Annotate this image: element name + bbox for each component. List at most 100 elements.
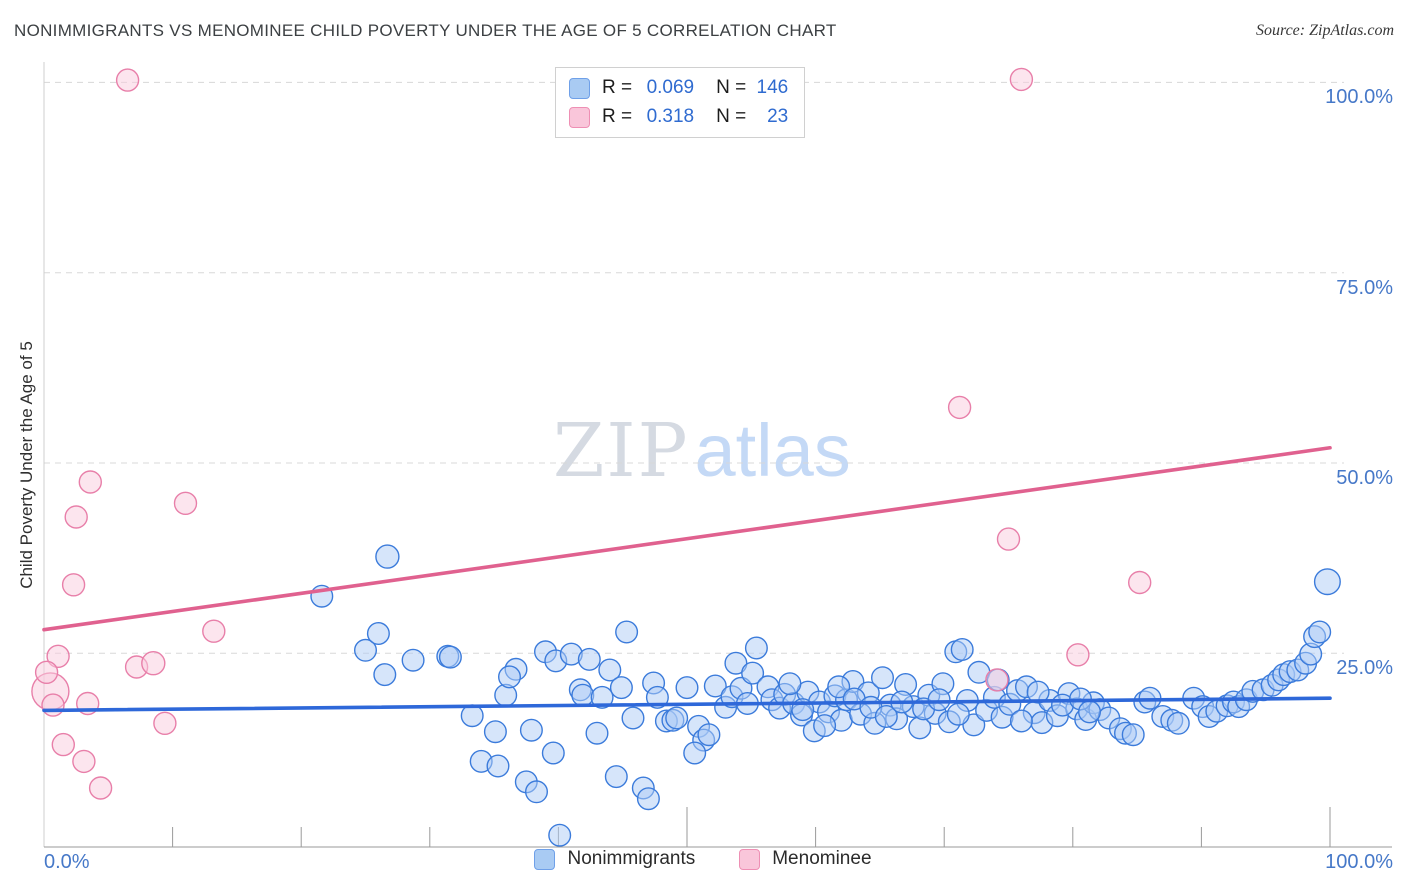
x-axis-label-max: 100.0% — [1325, 851, 1393, 873]
point-nonimmigrants — [590, 685, 614, 709]
point-menominee — [1009, 67, 1034, 92]
point-nonimmigrants — [609, 676, 633, 700]
y-tick-label-100: 100.0% — [1325, 86, 1393, 108]
point-nonimmigrants — [519, 718, 543, 742]
watermark-atlas: atlas — [694, 409, 851, 492]
point-nonimmigrants — [373, 663, 397, 687]
point-nonimmigrants — [548, 823, 572, 847]
point-nonimmigrants — [697, 723, 721, 747]
point-nonimmigrants — [577, 647, 601, 671]
point-nonimmigrants — [683, 741, 707, 765]
legend-row-menominee: R = 0.318 N = 23 — [569, 104, 788, 130]
point-menominee — [61, 573, 86, 597]
y-tick-label-50: 50.0% — [1336, 467, 1393, 489]
point-nonimmigrants — [401, 648, 425, 672]
x-axis-label-min: 0.0% — [44, 851, 90, 873]
point-menominee — [78, 470, 103, 494]
point-menominee — [1066, 643, 1090, 667]
point-nonimmigrants — [665, 706, 689, 730]
point-menominee — [34, 660, 59, 684]
menominee-swatch-icon — [569, 106, 590, 128]
point-menominee — [153, 711, 177, 735]
n-label: N = — [716, 106, 747, 127]
legend-item-menominee: Menominee — [739, 848, 872, 870]
point-nonimmigrants — [375, 544, 400, 569]
point-nonimmigrants — [703, 674, 727, 698]
correlation-legend-box: R = 0.069 N = 146 R = 0.318 N = 23 — [555, 67, 806, 138]
point-nonimmigrants — [498, 665, 522, 689]
n-label: N = — [716, 77, 747, 98]
point-nonimmigrants — [950, 638, 974, 662]
point-nonimmigrants — [598, 658, 622, 682]
bottom-legend: Nonimmigrants Menominee — [0, 848, 1406, 870]
r-value-menominee: 0.318 — [646, 106, 695, 127]
nonimmigrants-swatch-icon — [534, 848, 556, 870]
point-menominee — [72, 749, 96, 774]
legend-item-label: Menominee — [772, 848, 872, 869]
y-tick-label-75: 75.0% — [1336, 277, 1393, 299]
point-menominee — [996, 527, 1021, 551]
source-link[interactable]: Source: ZipAtlas.com — [1255, 22, 1394, 39]
point-menominee — [985, 668, 1009, 692]
point-nonimmigrants — [366, 622, 390, 646]
point-nonimmigrants — [744, 636, 768, 660]
page-title: NONIMMIGRANTS VS MENOMINEE CHILD POVERTY… — [14, 21, 837, 40]
point-menominee — [51, 732, 75, 757]
point-menominee — [88, 776, 113, 800]
r-label: R = — [602, 77, 633, 98]
point-nonimmigrants — [1121, 723, 1145, 747]
point-nonimmigrants — [946, 702, 970, 726]
nonimmigrants-swatch-icon — [569, 77, 590, 99]
point-nonimmigrants — [1009, 709, 1033, 733]
point-nonimmigrants — [525, 780, 549, 804]
point-nonimmigrants — [1166, 711, 1190, 735]
point-nonimmigrants — [585, 721, 609, 745]
point-nonimmigrants — [1313, 568, 1341, 596]
y-tick-label-25: 25.0% — [1336, 657, 1393, 679]
zipatlas-watermark: ZIPatlas — [553, 414, 851, 489]
point-menominee — [41, 693, 65, 717]
legend-item-nonimmigrants: Nonimmigrants — [534, 848, 695, 870]
point-nonimmigrants — [571, 683, 595, 707]
legend-row-nonimmigrants: R = 0.069 N = 146 — [569, 75, 788, 101]
point-nonimmigrants — [874, 705, 898, 729]
point-nonimmigrants — [827, 675, 851, 699]
point-nonimmigrants — [541, 741, 565, 765]
point-nonimmigrants — [438, 645, 462, 669]
point-nonimmigrants — [927, 688, 951, 712]
point-nonimmigrants — [741, 661, 765, 685]
point-menominee — [141, 651, 166, 676]
point-menominee — [115, 68, 140, 92]
point-nonimmigrants — [1026, 680, 1050, 704]
point-nonimmigrants — [1077, 700, 1101, 724]
point-nonimmigrants — [871, 666, 895, 690]
point-nonimmigrants — [724, 651, 748, 675]
r-label: R = — [602, 106, 633, 127]
point-nonimmigrants — [486, 754, 510, 778]
trend-line-nonimmigrants — [42, 696, 1332, 713]
point-nonimmigrants — [1308, 620, 1332, 644]
point-nonimmigrants — [675, 676, 699, 700]
trend-line-menominee — [42, 445, 1332, 632]
point-nonimmigrants — [354, 638, 378, 662]
point-menominee — [46, 644, 70, 668]
menominee-swatch-icon — [739, 848, 761, 870]
point-menominee — [64, 505, 88, 529]
r-value-nonimmigrants: 0.069 — [646, 77, 695, 98]
point-menominee — [947, 395, 972, 420]
legend-item-label: Nonimmigrants — [567, 848, 696, 869]
n-value-menominee: 23 — [767, 106, 789, 127]
point-nonimmigrants — [813, 714, 837, 738]
point-menominee — [173, 491, 198, 515]
point-nonimmigrants — [636, 787, 660, 811]
watermark-zip: ZIP — [553, 408, 690, 494]
point-nonimmigrants — [615, 620, 639, 644]
point-nonimmigrants — [604, 765, 628, 789]
point-nonimmigrants — [483, 720, 507, 744]
point-menominee — [1127, 570, 1152, 595]
point-menominee — [202, 619, 226, 643]
point-nonimmigrants — [621, 706, 645, 730]
point-nonimmigrants — [778, 672, 802, 696]
